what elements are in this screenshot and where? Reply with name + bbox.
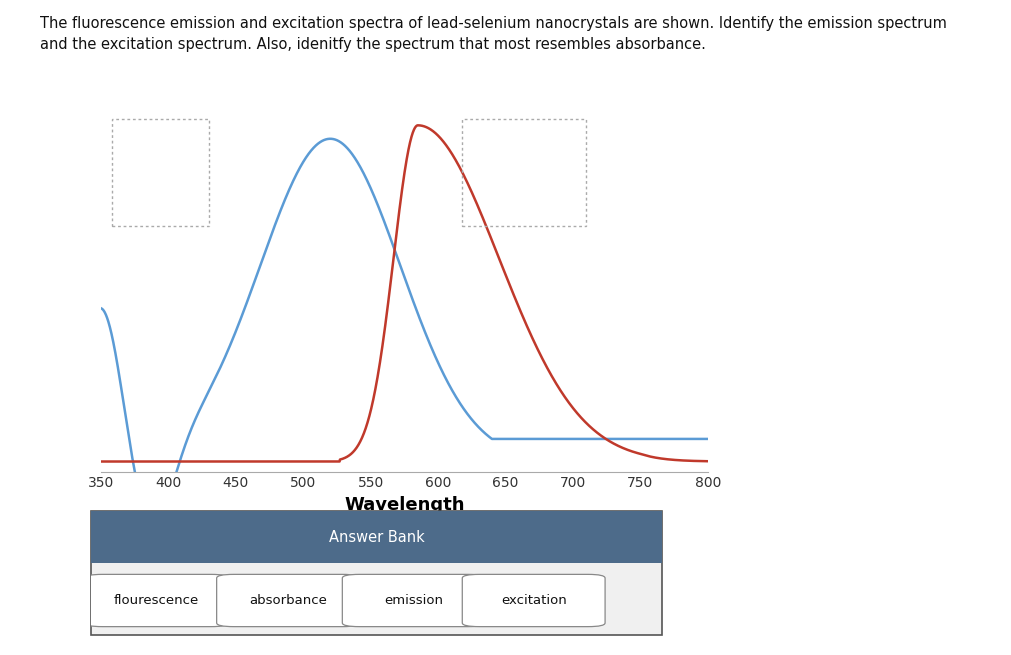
FancyBboxPatch shape [91, 511, 662, 635]
X-axis label: Wavelength: Wavelength [344, 496, 465, 514]
Text: emission: emission [384, 594, 443, 607]
Text: Answer Bank: Answer Bank [329, 529, 425, 544]
FancyBboxPatch shape [343, 574, 485, 627]
FancyBboxPatch shape [85, 574, 228, 627]
FancyBboxPatch shape [216, 574, 360, 627]
Text: excitation: excitation [500, 594, 566, 607]
Text: flourescence: flourescence [114, 594, 199, 607]
Text: absorbance: absorbance [249, 594, 327, 607]
FancyBboxPatch shape [462, 574, 605, 627]
FancyBboxPatch shape [91, 511, 662, 563]
Text: The fluorescence emission and excitation spectra of lead-selenium nanocrystals a: The fluorescence emission and excitation… [40, 16, 947, 52]
